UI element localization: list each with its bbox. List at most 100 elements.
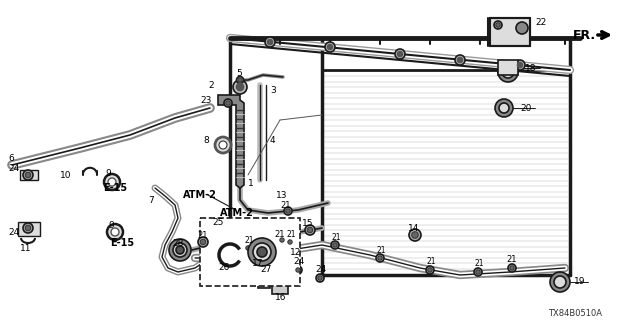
Circle shape — [458, 58, 463, 62]
Text: 5: 5 — [236, 68, 242, 77]
Text: 2: 2 — [208, 81, 214, 90]
Text: 24: 24 — [315, 266, 326, 275]
Circle shape — [25, 172, 31, 178]
Circle shape — [397, 52, 403, 57]
Text: 12: 12 — [290, 247, 301, 257]
Text: TX84B0510A: TX84B0510A — [548, 309, 602, 318]
Circle shape — [426, 266, 434, 274]
Circle shape — [550, 272, 570, 292]
Text: 21: 21 — [376, 245, 385, 254]
Circle shape — [554, 276, 566, 288]
Circle shape — [246, 246, 250, 250]
Text: 6: 6 — [8, 154, 13, 163]
Bar — [490, 18, 530, 46]
Text: 21: 21 — [426, 258, 435, 267]
Circle shape — [331, 241, 339, 249]
Text: 3: 3 — [270, 85, 276, 94]
Polygon shape — [218, 95, 244, 188]
Text: 21: 21 — [244, 236, 253, 244]
Circle shape — [215, 137, 231, 153]
Text: 19: 19 — [574, 277, 586, 286]
Bar — [20, 170, 38, 180]
Circle shape — [104, 174, 120, 190]
Circle shape — [495, 99, 513, 117]
Text: 23: 23 — [200, 95, 211, 105]
Text: 7: 7 — [148, 196, 154, 204]
Circle shape — [296, 268, 300, 272]
Circle shape — [107, 224, 123, 240]
Circle shape — [409, 229, 421, 241]
Circle shape — [307, 227, 313, 233]
Circle shape — [219, 141, 227, 149]
Circle shape — [305, 225, 315, 235]
Text: ATM-2: ATM-2 — [220, 208, 254, 218]
Circle shape — [278, 236, 286, 244]
Bar — [258, 268, 270, 288]
Text: 18: 18 — [525, 63, 536, 73]
Text: FR.: FR. — [573, 28, 596, 42]
Circle shape — [378, 256, 382, 260]
Bar — [322, 70, 570, 275]
Circle shape — [318, 276, 322, 280]
Text: 14: 14 — [408, 223, 419, 233]
Circle shape — [288, 240, 292, 244]
Circle shape — [265, 37, 275, 47]
Circle shape — [499, 103, 509, 113]
Bar — [498, 60, 518, 75]
Circle shape — [238, 78, 242, 82]
Circle shape — [268, 39, 273, 44]
Circle shape — [25, 225, 31, 231]
Circle shape — [224, 99, 232, 107]
Circle shape — [474, 268, 482, 276]
Text: 24: 24 — [8, 164, 19, 172]
Circle shape — [508, 264, 516, 272]
Bar — [272, 272, 288, 294]
Circle shape — [494, 21, 502, 29]
Text: 28: 28 — [172, 238, 184, 247]
Circle shape — [515, 60, 525, 70]
Circle shape — [316, 274, 324, 282]
Text: 11: 11 — [20, 244, 31, 252]
Circle shape — [333, 243, 337, 247]
Circle shape — [237, 84, 243, 91]
Circle shape — [284, 207, 292, 215]
Circle shape — [476, 270, 480, 274]
Circle shape — [23, 170, 33, 180]
Text: 4: 4 — [270, 135, 276, 145]
Circle shape — [428, 268, 432, 272]
Circle shape — [237, 76, 243, 84]
Bar — [200, 218, 300, 286]
Text: 21: 21 — [280, 201, 291, 210]
Circle shape — [294, 266, 302, 274]
Circle shape — [108, 178, 116, 186]
Circle shape — [248, 238, 276, 266]
Text: 15: 15 — [302, 219, 314, 228]
Circle shape — [244, 244, 252, 252]
Circle shape — [376, 254, 384, 262]
Text: 8: 8 — [203, 135, 209, 145]
Text: 21: 21 — [331, 233, 340, 242]
Circle shape — [286, 209, 290, 213]
Circle shape — [510, 266, 514, 270]
Circle shape — [198, 237, 208, 247]
Text: 9: 9 — [105, 169, 111, 178]
Circle shape — [169, 239, 191, 261]
Circle shape — [496, 23, 500, 27]
Bar — [18, 222, 40, 236]
Text: 20: 20 — [520, 103, 531, 113]
Circle shape — [253, 243, 271, 261]
Circle shape — [325, 42, 335, 52]
Text: 21: 21 — [197, 230, 207, 239]
Circle shape — [328, 44, 333, 50]
Circle shape — [257, 247, 267, 257]
Text: E-15: E-15 — [110, 238, 134, 248]
Text: 21: 21 — [274, 229, 285, 238]
Circle shape — [280, 238, 284, 242]
Text: 24: 24 — [293, 258, 304, 267]
Circle shape — [200, 239, 205, 245]
Text: 17: 17 — [252, 259, 264, 268]
Circle shape — [286, 238, 294, 246]
Circle shape — [455, 55, 465, 65]
Text: 22: 22 — [535, 18, 547, 27]
Circle shape — [173, 243, 187, 257]
